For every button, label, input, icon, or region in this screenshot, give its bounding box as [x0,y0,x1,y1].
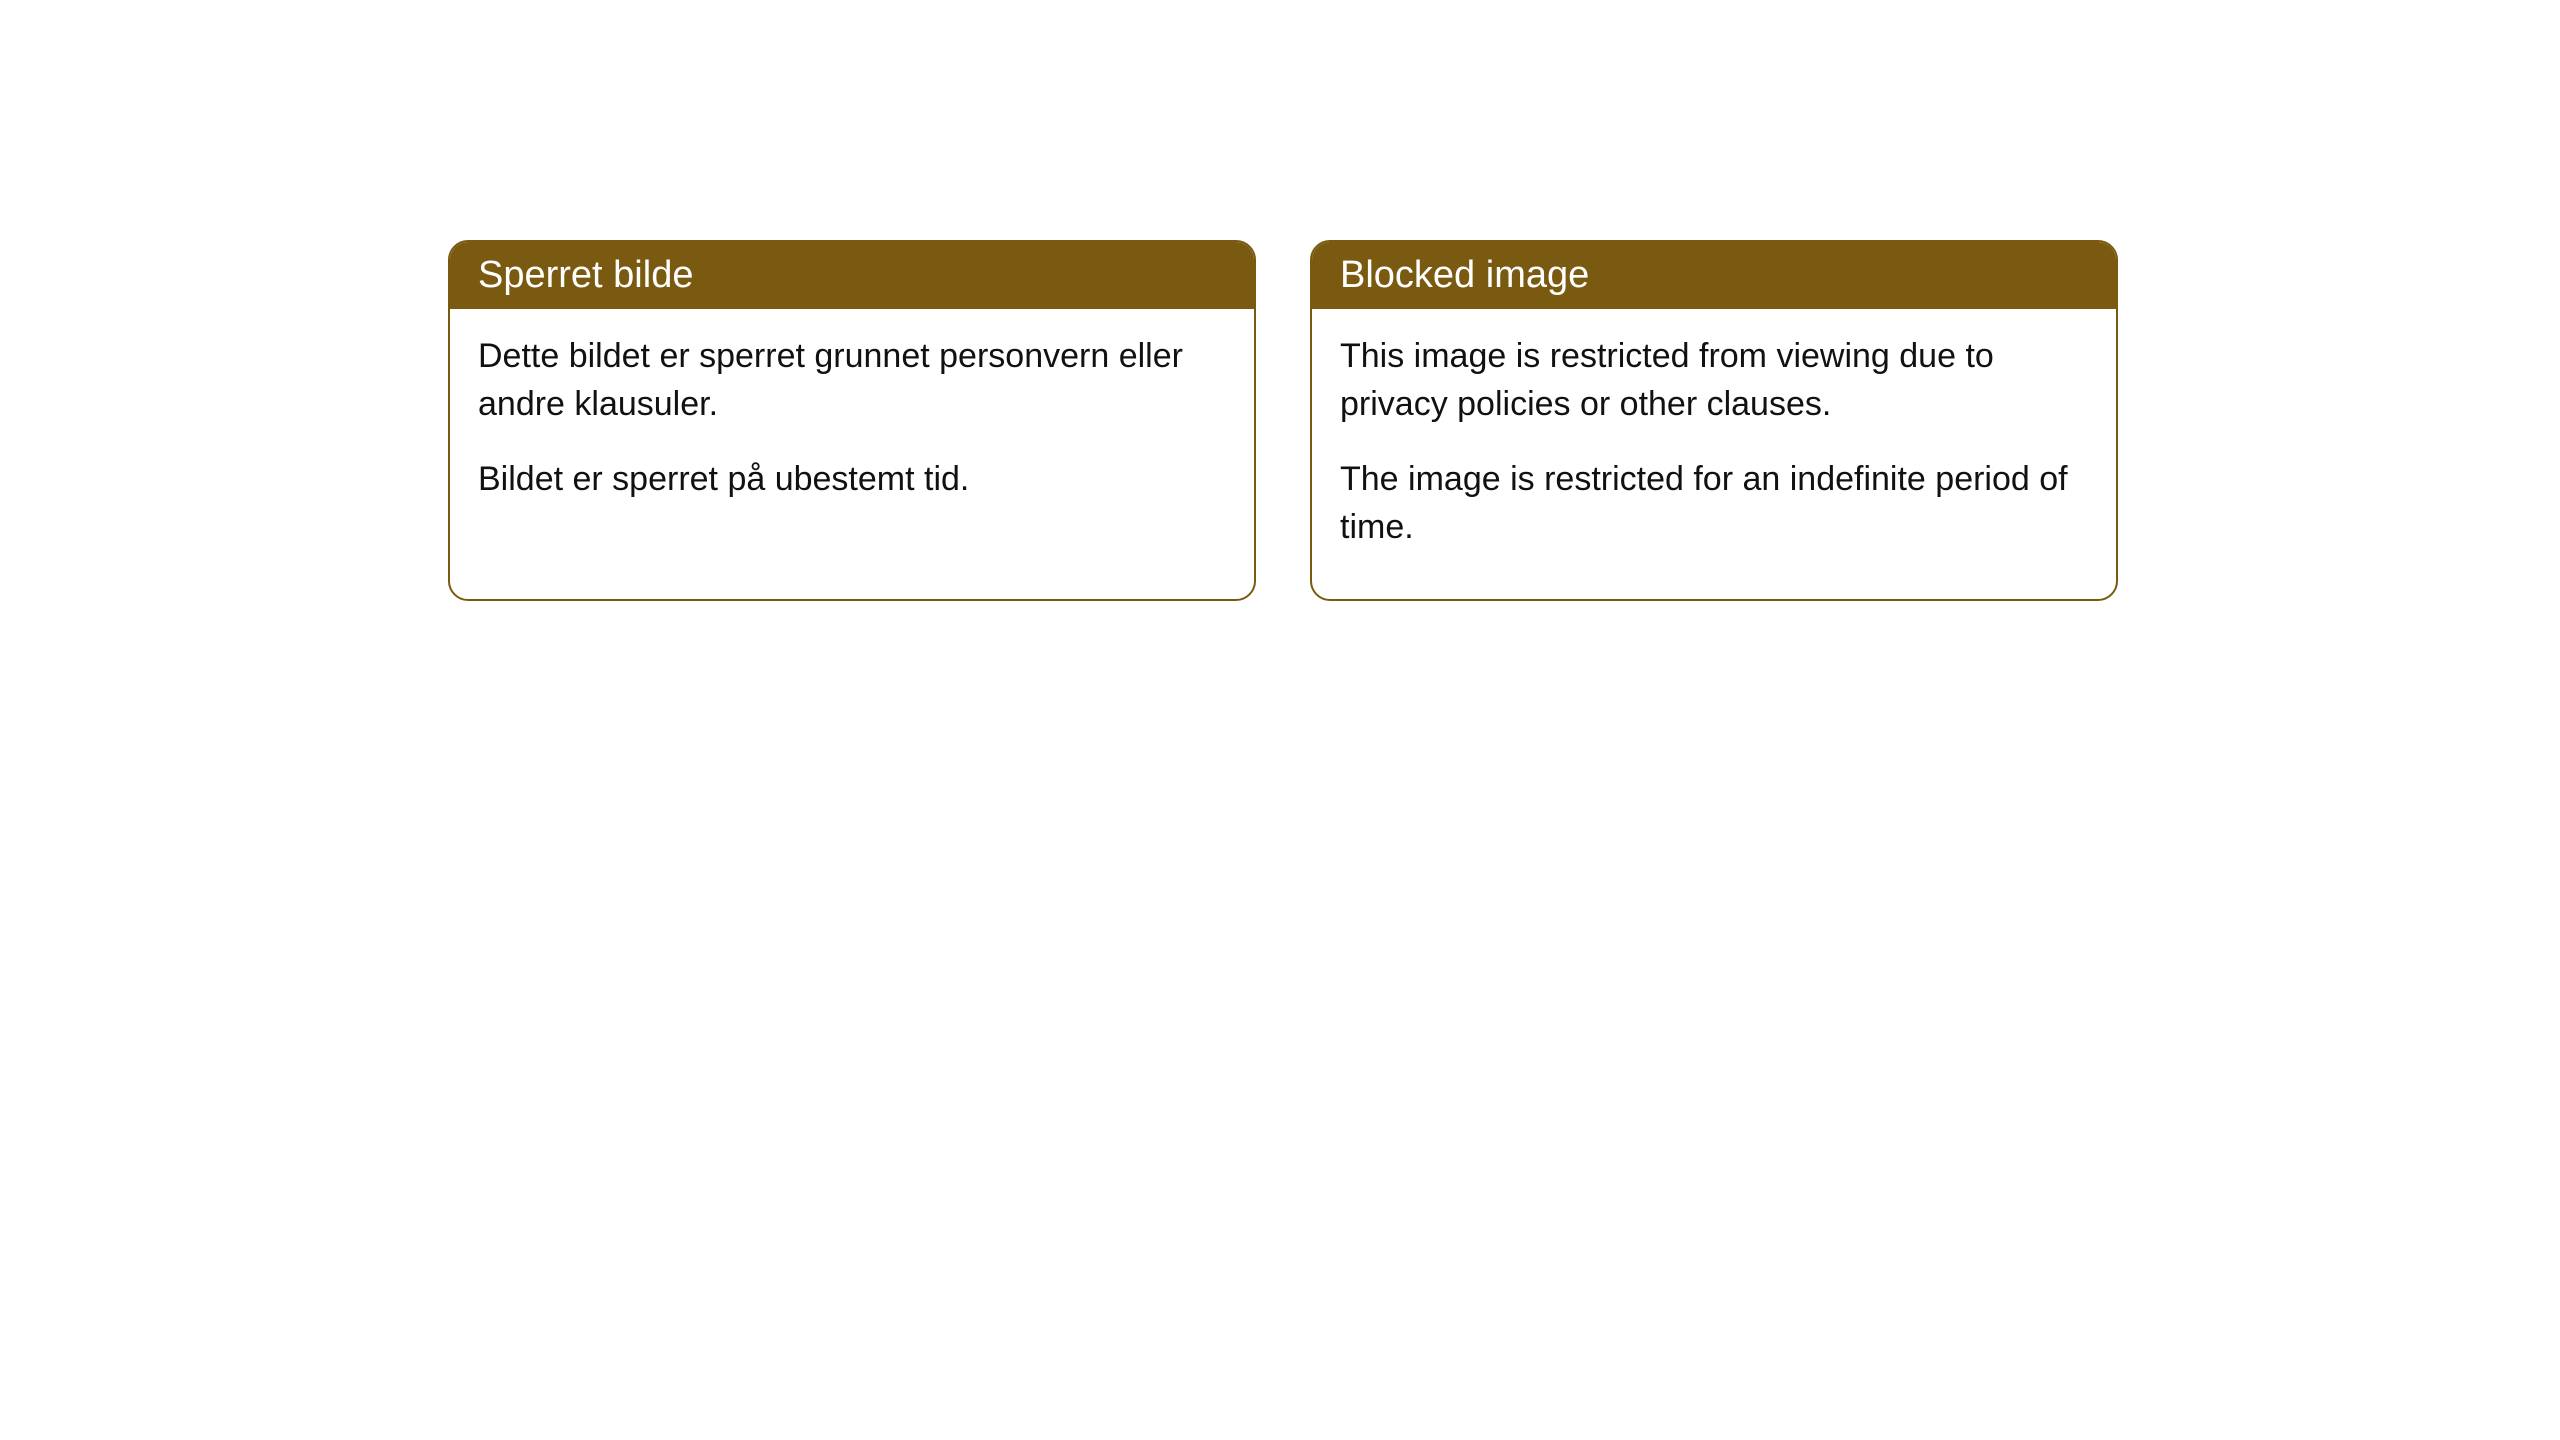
card-body: Dette bildet er sperret grunnet personve… [450,309,1254,552]
blocked-image-card-norwegian: Sperret bilde Dette bildet er sperret gr… [448,240,1256,601]
card-paragraph-1: Dette bildet er sperret grunnet personve… [478,333,1226,428]
notice-cards-container: Sperret bilde Dette bildet er sperret gr… [0,0,2560,601]
card-paragraph-2: The image is restricted for an indefinit… [1340,456,2088,551]
card-title: Sperret bilde [478,254,693,296]
blocked-image-card-english: Blocked image This image is restricted f… [1310,240,2118,601]
card-paragraph-1: This image is restricted from viewing du… [1340,333,2088,428]
card-header: Blocked image [1312,242,2116,309]
card-body: This image is restricted from viewing du… [1312,309,2116,599]
card-header: Sperret bilde [450,242,1254,309]
card-title: Blocked image [1340,254,1589,296]
card-paragraph-2: Bildet er sperret på ubestemt tid. [478,456,1226,504]
